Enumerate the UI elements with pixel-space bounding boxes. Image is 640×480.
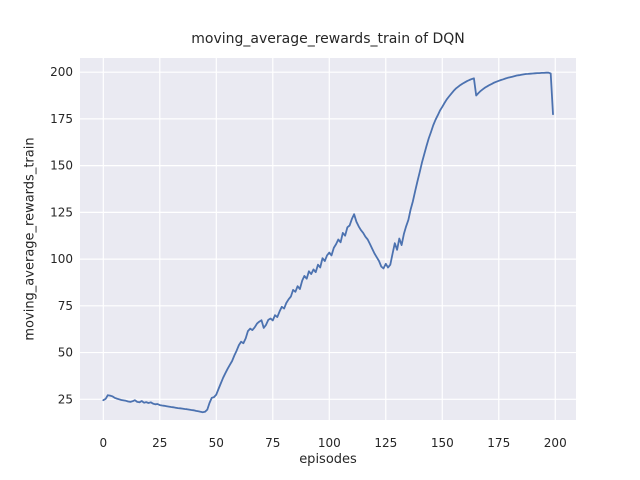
y-tick-label: 125: [50, 205, 73, 219]
y-tick-label: 200: [50, 65, 73, 79]
x-tick-label: 200: [544, 436, 567, 450]
y-tick-label: 25: [58, 392, 73, 406]
chart-title: moving_average_rewards_train of DQN: [191, 31, 465, 47]
y-tick-labels: 25 50 75 100 125 150 175 200: [50, 65, 73, 406]
x-tick-label: 125: [374, 436, 397, 450]
gridlines: [80, 58, 576, 420]
y-tick-label: 100: [50, 252, 73, 266]
y-axis-label: moving_average_rewards_train: [22, 137, 38, 341]
x-axis-label: episodes: [299, 452, 357, 467]
y-tick-label: 50: [58, 346, 73, 360]
series-line: [102, 71, 554, 414]
reward-curve: [102, 71, 554, 414]
y-tick-label: 175: [50, 112, 73, 126]
x-tick-label: 175: [487, 436, 510, 450]
x-tick-label: 75: [265, 436, 280, 450]
x-tick-label: 150: [431, 436, 454, 450]
x-tick-label: 0: [99, 436, 107, 450]
y-tick-label: 75: [58, 299, 73, 313]
x-tick-labels: 0 25 50 75 100 125 150 175 200: [99, 436, 566, 450]
x-tick-label: 100: [318, 436, 341, 450]
x-tick-label: 50: [209, 436, 224, 450]
y-tick-label: 150: [50, 159, 73, 173]
x-tick-label: 25: [152, 436, 167, 450]
panel-background: [80, 58, 576, 420]
